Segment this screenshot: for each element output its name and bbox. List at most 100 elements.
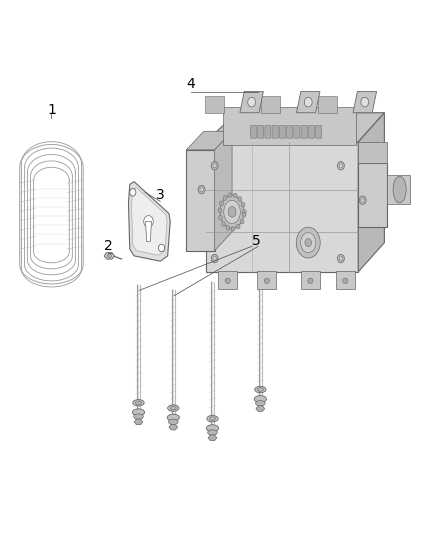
Ellipse shape [208, 430, 217, 435]
Ellipse shape [233, 193, 237, 198]
Ellipse shape [170, 406, 177, 410]
Polygon shape [206, 113, 385, 142]
Polygon shape [297, 92, 320, 113]
Ellipse shape [228, 207, 236, 217]
Ellipse shape [264, 278, 269, 284]
Ellipse shape [107, 254, 111, 257]
Polygon shape [353, 92, 377, 113]
Ellipse shape [130, 189, 136, 196]
Ellipse shape [304, 98, 312, 107]
Ellipse shape [132, 409, 145, 416]
FancyBboxPatch shape [301, 271, 320, 289]
FancyBboxPatch shape [258, 125, 264, 138]
Ellipse shape [211, 254, 218, 263]
Ellipse shape [254, 395, 266, 402]
Ellipse shape [308, 278, 313, 284]
Polygon shape [256, 406, 265, 411]
Ellipse shape [337, 254, 344, 263]
FancyBboxPatch shape [294, 125, 300, 138]
Polygon shape [169, 424, 178, 430]
Polygon shape [131, 188, 167, 255]
Ellipse shape [220, 196, 244, 228]
FancyBboxPatch shape [318, 96, 337, 114]
Ellipse shape [238, 197, 242, 201]
Text: 5: 5 [251, 234, 260, 248]
Ellipse shape [300, 232, 316, 253]
Ellipse shape [254, 386, 266, 393]
Ellipse shape [159, 244, 165, 252]
Polygon shape [215, 131, 232, 251]
Ellipse shape [222, 222, 226, 227]
FancyBboxPatch shape [279, 125, 286, 138]
Text: 4: 4 [186, 77, 195, 91]
Ellipse shape [218, 208, 222, 213]
Ellipse shape [296, 227, 320, 258]
Ellipse shape [257, 387, 263, 391]
FancyBboxPatch shape [251, 125, 256, 138]
Ellipse shape [242, 213, 246, 217]
FancyBboxPatch shape [218, 271, 237, 289]
Ellipse shape [200, 188, 203, 192]
FancyBboxPatch shape [261, 96, 280, 114]
Polygon shape [186, 131, 232, 150]
Ellipse shape [242, 209, 246, 214]
Ellipse shape [209, 417, 215, 421]
Ellipse shape [207, 416, 218, 422]
Ellipse shape [339, 256, 343, 261]
Text: 3: 3 [156, 188, 165, 202]
Ellipse shape [133, 400, 144, 406]
FancyBboxPatch shape [272, 125, 278, 138]
FancyBboxPatch shape [205, 96, 224, 114]
FancyBboxPatch shape [308, 125, 314, 138]
Ellipse shape [228, 193, 232, 198]
Polygon shape [240, 92, 263, 113]
Ellipse shape [240, 219, 244, 224]
Polygon shape [145, 221, 152, 241]
Polygon shape [358, 142, 387, 163]
FancyBboxPatch shape [358, 163, 387, 227]
Ellipse shape [144, 216, 153, 227]
Ellipse shape [236, 224, 240, 229]
Ellipse shape [343, 278, 348, 284]
Ellipse shape [361, 98, 369, 107]
Ellipse shape [198, 185, 205, 194]
Ellipse shape [206, 425, 219, 432]
FancyBboxPatch shape [336, 271, 355, 289]
FancyBboxPatch shape [387, 175, 410, 205]
Ellipse shape [167, 414, 180, 421]
Polygon shape [20, 144, 83, 284]
Ellipse shape [241, 203, 245, 207]
Ellipse shape [226, 225, 230, 230]
Ellipse shape [223, 196, 227, 200]
FancyBboxPatch shape [316, 125, 322, 138]
Ellipse shape [337, 161, 344, 170]
Polygon shape [208, 435, 217, 440]
Ellipse shape [359, 196, 366, 205]
Ellipse shape [219, 215, 223, 220]
Ellipse shape [248, 98, 255, 107]
Ellipse shape [134, 414, 143, 419]
Ellipse shape [255, 401, 265, 406]
Ellipse shape [224, 200, 240, 223]
Ellipse shape [225, 278, 230, 284]
Ellipse shape [169, 419, 178, 424]
Ellipse shape [211, 161, 218, 170]
Ellipse shape [231, 227, 235, 231]
FancyBboxPatch shape [301, 125, 307, 138]
FancyBboxPatch shape [186, 150, 215, 251]
Ellipse shape [339, 164, 343, 168]
Ellipse shape [168, 405, 179, 411]
Ellipse shape [361, 198, 364, 203]
Text: 1: 1 [47, 103, 56, 117]
Text: 2: 2 [104, 239, 113, 253]
Ellipse shape [305, 239, 311, 247]
Ellipse shape [213, 256, 216, 261]
Polygon shape [358, 113, 385, 272]
FancyBboxPatch shape [286, 125, 293, 138]
FancyBboxPatch shape [265, 125, 271, 138]
Polygon shape [128, 182, 170, 261]
Ellipse shape [219, 201, 223, 206]
Polygon shape [104, 253, 115, 259]
Ellipse shape [135, 401, 141, 405]
FancyBboxPatch shape [223, 108, 356, 144]
